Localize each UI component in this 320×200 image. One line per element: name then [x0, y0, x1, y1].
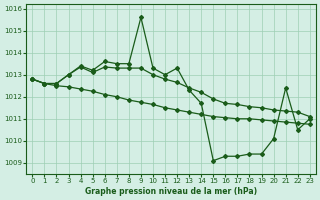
X-axis label: Graphe pression niveau de la mer (hPa): Graphe pression niveau de la mer (hPa): [85, 187, 257, 196]
